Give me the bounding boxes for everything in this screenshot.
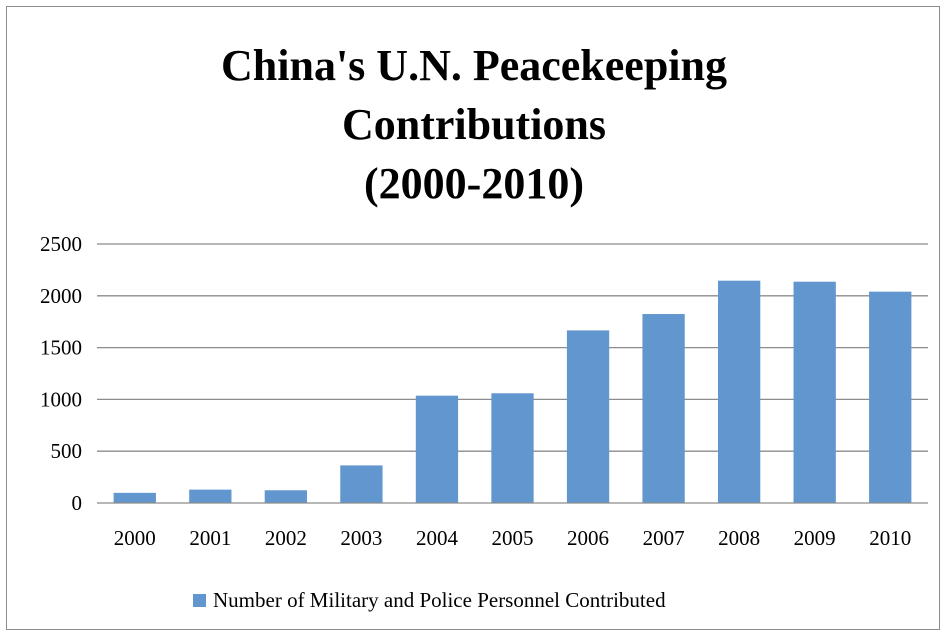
y-tick-label: 500 [51, 439, 83, 463]
y-tick-label: 2500 [40, 232, 82, 256]
legend: Number of Military and Police Personnel … [193, 588, 666, 612]
y-tick-label: 2000 [40, 284, 82, 308]
bar [113, 492, 156, 503]
x-tick-label: 2000 [114, 526, 156, 550]
bar [340, 465, 383, 503]
bar [793, 281, 836, 503]
x-tick-label: 2006 [567, 526, 609, 550]
x-tick-label: 2005 [492, 526, 534, 550]
chart-title-line-2: Contributions [341, 100, 607, 149]
chart-frame [6, 6, 940, 630]
x-tick-label: 2010 [869, 526, 911, 550]
bars [113, 280, 912, 503]
x-tick-label: 2001 [189, 526, 231, 550]
y-tick-label: 1500 [40, 336, 82, 360]
x-tick-label: 2007 [643, 526, 685, 550]
x-tick-label: 2002 [265, 526, 307, 550]
legend-label: Number of Military and Police Personnel … [213, 587, 666, 612]
x-tick-label: 2008 [718, 526, 760, 550]
y-tick-label: 0 [72, 491, 83, 515]
y-tick-label: 1000 [40, 387, 82, 411]
chart-title-line-3: (2000-2010) [364, 159, 584, 208]
bar [415, 395, 459, 503]
axes: 0 500 1000 1500 2000 2500 2000 2001 2002 2003 2004… [40, 232, 928, 550]
bar [264, 490, 308, 503]
x-tick-label: 2004 [416, 526, 459, 550]
legend-swatch [193, 593, 206, 607]
x-tick-label: 2009 [794, 526, 836, 550]
chart-title: China's U.N. Peacekeeping Contributions … [0, 36, 948, 213]
bar [642, 314, 685, 503]
bar [189, 489, 232, 503]
bar [566, 330, 610, 503]
chart-title-line-1: China's U.N. Peacekeeping [221, 41, 727, 90]
bar [491, 393, 534, 503]
x-tick-label: 2003 [340, 526, 382, 550]
bar [717, 280, 761, 503]
bar [869, 291, 912, 503]
